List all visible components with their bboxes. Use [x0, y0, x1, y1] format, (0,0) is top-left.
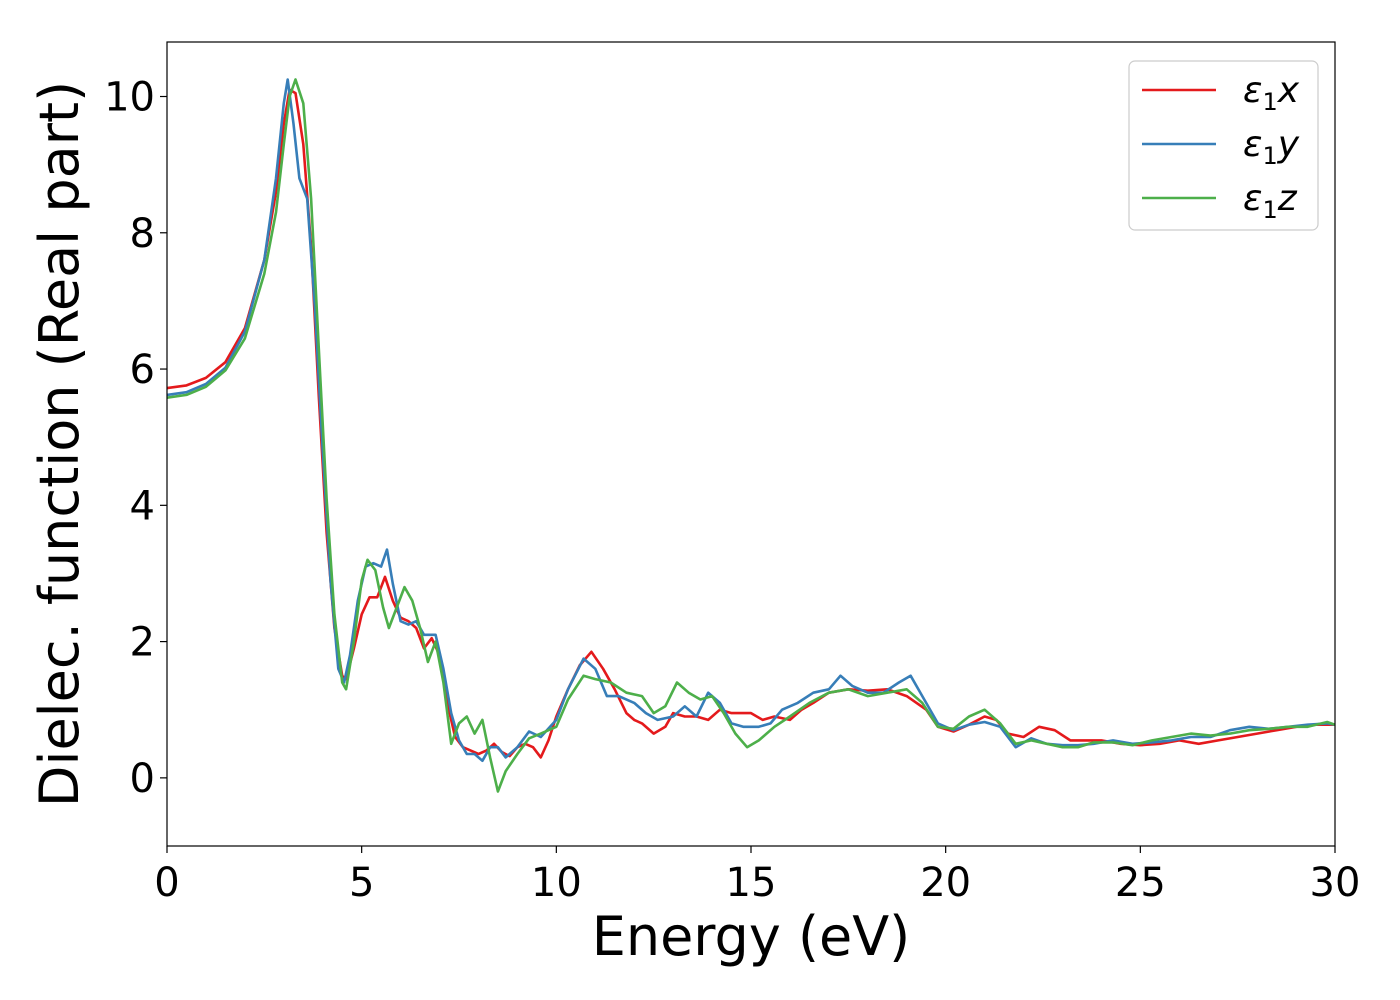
x-tick-label: 5: [349, 860, 374, 906]
x-tick-label: 25: [1115, 860, 1166, 906]
series-line-z: [167, 78, 1335, 793]
y-tick-label: 0: [130, 756, 155, 802]
x-tick-label: 15: [726, 860, 777, 906]
x-tick-label: 20: [920, 860, 971, 906]
series-layer: [167, 78, 1335, 793]
tick-labels: 0 5 10 15 20 25 30 0 2 4 6 8 10: [104, 75, 1360, 906]
legend-label-x: ε1x: [1243, 70, 1300, 116]
y-tick-label: 10: [104, 75, 155, 121]
legend-box: [1128, 60, 1319, 231]
y-tick-label: 4: [130, 483, 155, 529]
x-tick-label: 0: [154, 860, 179, 906]
x-tick-label: 10: [531, 860, 582, 906]
x-tick-label: 30: [1310, 860, 1361, 906]
legend: ε1x ε1y ε1z: [1128, 60, 1319, 231]
y-tick-label: 8: [130, 211, 155, 257]
legend-label-y: ε1y: [1243, 124, 1300, 170]
y-tick-label: 2: [130, 620, 155, 666]
y-axis-label: Dielec. function (Real part): [28, 81, 91, 807]
x-axis-label: Energy (eV): [592, 905, 911, 968]
y-tick-label: 6: [130, 347, 155, 393]
legend-label-z: ε1z: [1243, 178, 1298, 224]
